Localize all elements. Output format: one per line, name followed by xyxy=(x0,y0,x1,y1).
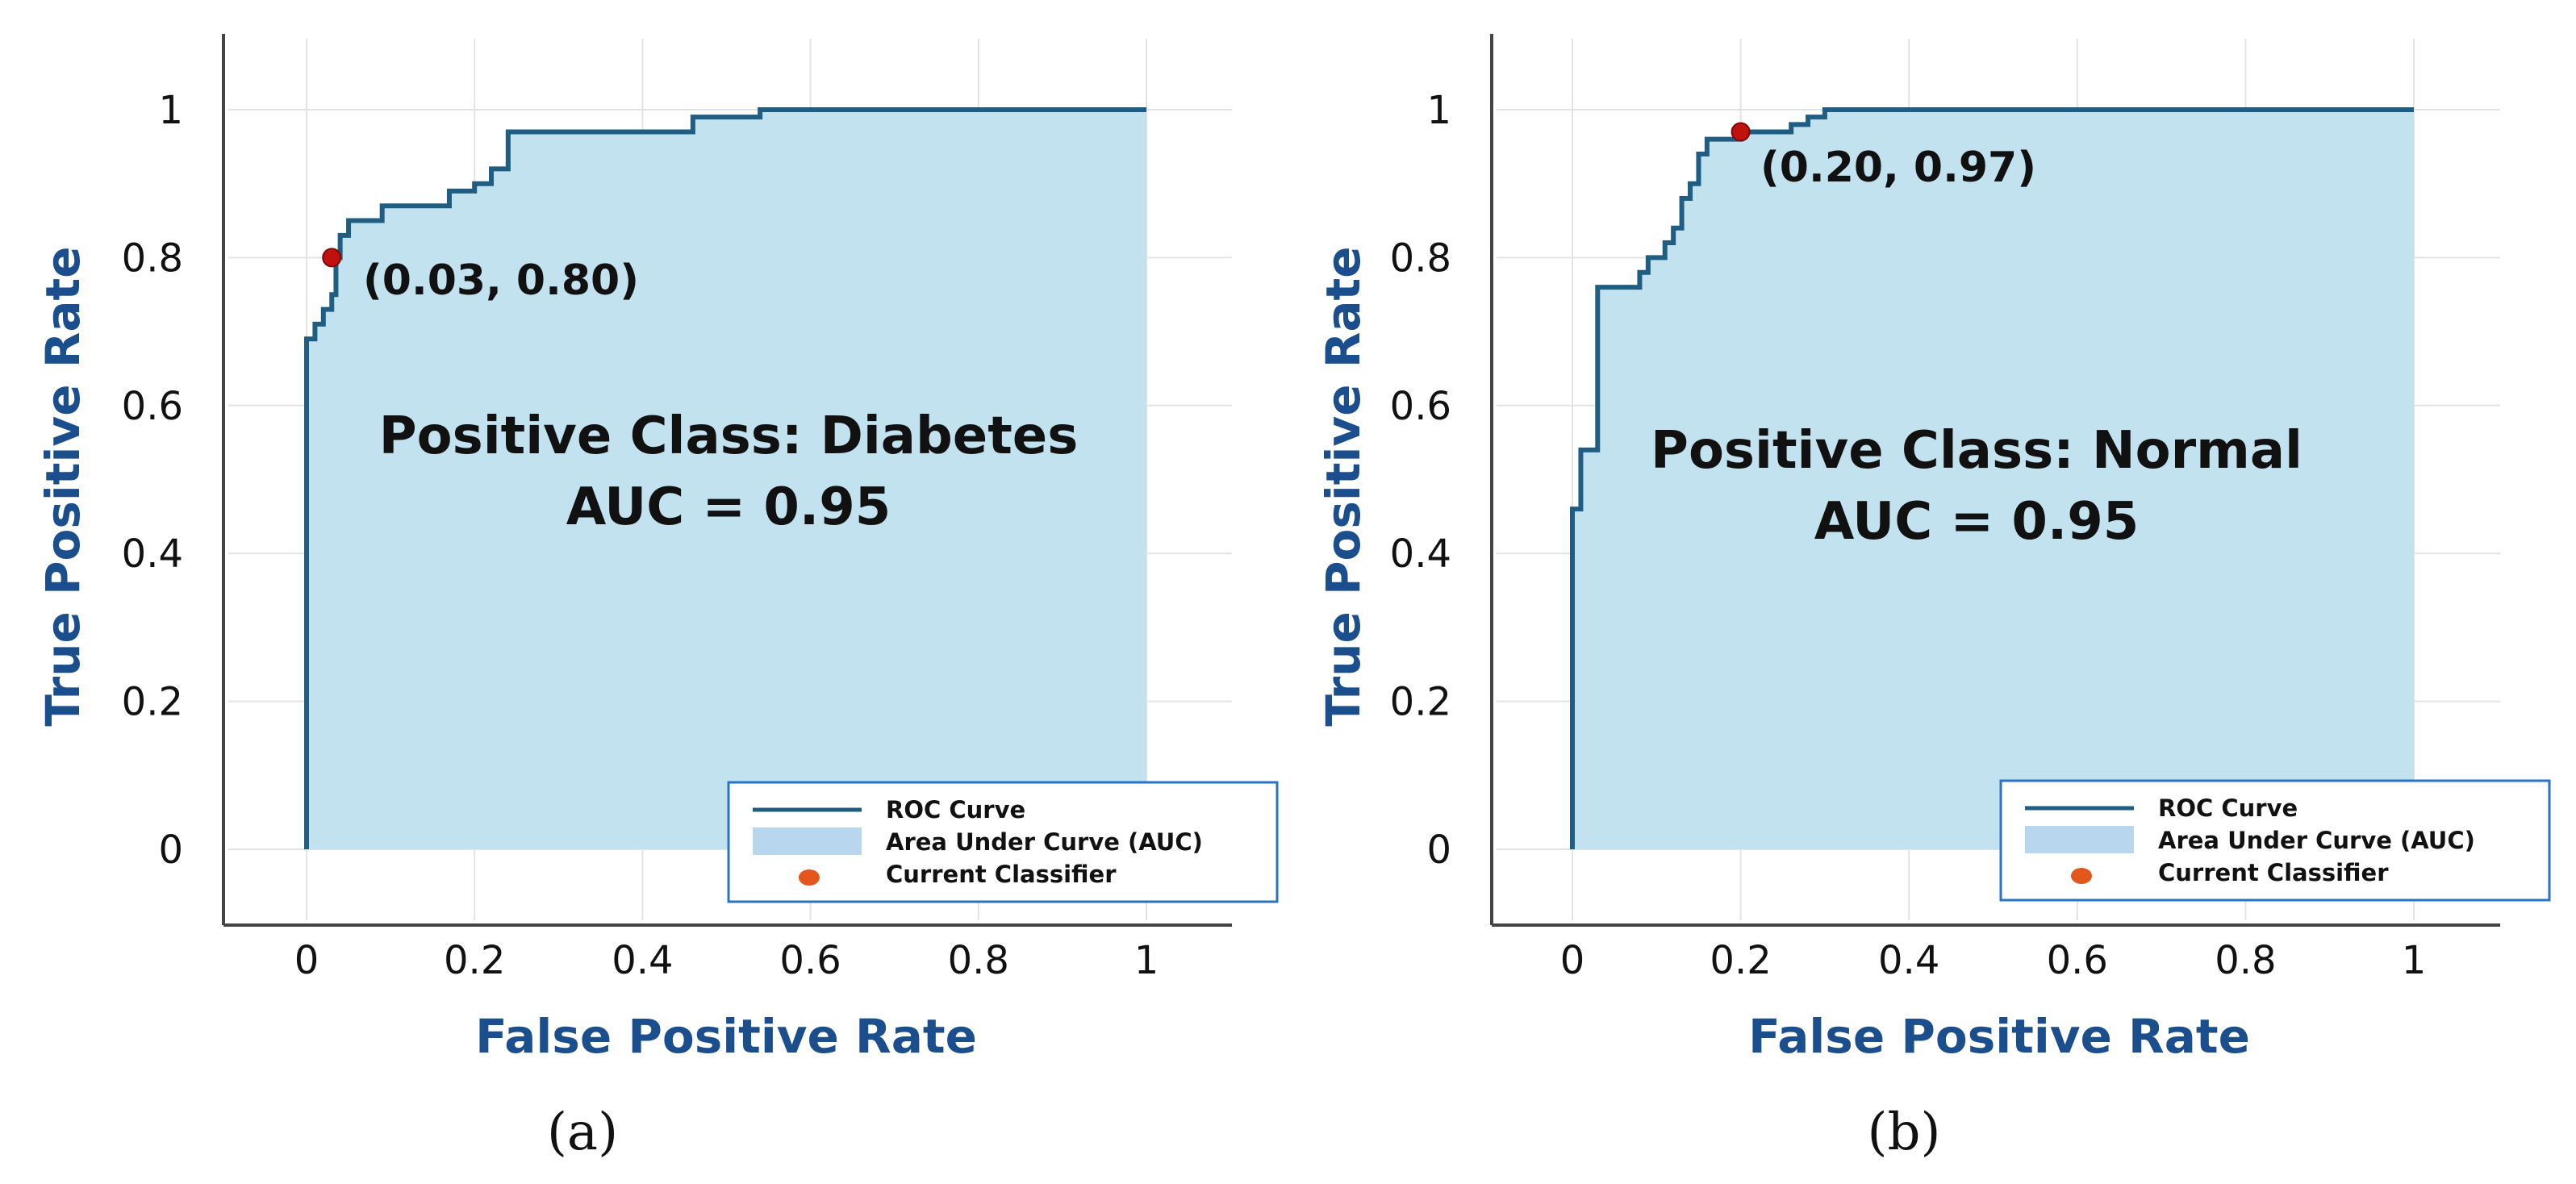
y-tick-label: 0 xyxy=(158,828,183,873)
current-classifier-point xyxy=(322,248,342,268)
legend-auc-swatch xyxy=(753,828,862,855)
y-tick-label: 0.8 xyxy=(122,236,183,281)
roc-curve-line xyxy=(304,107,1146,849)
y-tick-label: 0 xyxy=(1426,828,1451,873)
auc-value-label: AUC = 0.95 xyxy=(1814,492,2140,552)
classifier-coordinate-label: (0.03, 0.80) xyxy=(363,256,639,305)
legend-auc-swatch xyxy=(2025,826,2134,853)
y-tick-label: 0.4 xyxy=(122,532,183,577)
x-tick-label: 0.8 xyxy=(948,938,1009,983)
auc-value-label: AUC = 0.95 xyxy=(566,477,891,537)
y-axis-title: True Positive Rate xyxy=(1316,246,1371,726)
x-tick-label: 0.8 xyxy=(2215,938,2276,983)
y-tick-label: 0.6 xyxy=(122,384,183,429)
x-tick-label: 0.2 xyxy=(444,938,505,983)
positive-class-title: Positive Class: Diabetes xyxy=(379,406,1079,466)
legend-roc-label: ROC Curve xyxy=(2158,794,2298,822)
panel-label: (b) xyxy=(1868,1103,1941,1162)
auc-area xyxy=(1572,110,2414,849)
legend-classifier-swatch xyxy=(2071,868,2092,884)
legend: ROC Curve Area Under Curve (AUC) Current C… xyxy=(1999,779,2551,902)
x-axis-title: False Positive Rate xyxy=(1748,1009,2250,1064)
x-tick-label: 0.2 xyxy=(1710,938,1771,983)
roc-panel-a: 0 0.2 0.4 0.6 0.8 1 0 0.2 0.4 0.6 0.8 1 False Positi… xyxy=(35,34,1279,1162)
x-tick-label: 0 xyxy=(1560,938,1585,983)
x-tick-label: 0.4 xyxy=(612,938,673,983)
roc-curve-line xyxy=(1570,107,2414,849)
legend-classifier-label: Current Classifier xyxy=(2158,859,2389,886)
y-tick-label: 0.6 xyxy=(1390,384,1451,429)
x-tick-label: 0.4 xyxy=(1878,938,1939,983)
auc-area xyxy=(307,110,1146,849)
legend-auc-label: Area Under Curve (AUC) xyxy=(886,828,1203,856)
x-tick-label: 1 xyxy=(2402,938,2427,983)
classifier-coordinate-label: (0.20, 0.97) xyxy=(1760,144,2036,192)
y-axis-title: True Positive Rate xyxy=(35,246,90,726)
panel-label: (a) xyxy=(547,1103,618,1162)
x-tick-label: 1 xyxy=(1134,938,1159,983)
current-classifier-point xyxy=(1731,122,1751,142)
legend-classifier-label: Current Classifier xyxy=(886,861,1117,888)
roc-panel-b: 0 0.2 0.4 0.6 0.8 1 0 0.2 0.4 0.6 0.8 1 False Positi… xyxy=(1316,34,2551,1162)
y-tick-label: 1 xyxy=(158,88,183,133)
x-tick-label: 0.6 xyxy=(2047,938,2108,983)
y-tick-label: 0.2 xyxy=(122,680,183,725)
positive-class-title: Positive Class: Normal xyxy=(1651,421,2303,481)
y-tick-label: 1 xyxy=(1426,88,1451,133)
x-tick-label: 0.6 xyxy=(779,938,841,983)
y-tick-label: 0.4 xyxy=(1390,532,1451,577)
legend: ROC Curve Area Under Curve (AUC) Current C… xyxy=(727,781,1279,903)
y-tick-label: 0.8 xyxy=(1390,236,1451,281)
legend-roc-label: ROC Curve xyxy=(886,796,1025,823)
legend-auc-label: Area Under Curve (AUC) xyxy=(2158,827,2475,854)
x-tick-label: 0 xyxy=(294,938,319,983)
x-axis-title: False Positive Rate xyxy=(475,1009,977,1064)
y-tick-label: 0.2 xyxy=(1390,680,1451,725)
legend-classifier-swatch xyxy=(799,869,820,886)
